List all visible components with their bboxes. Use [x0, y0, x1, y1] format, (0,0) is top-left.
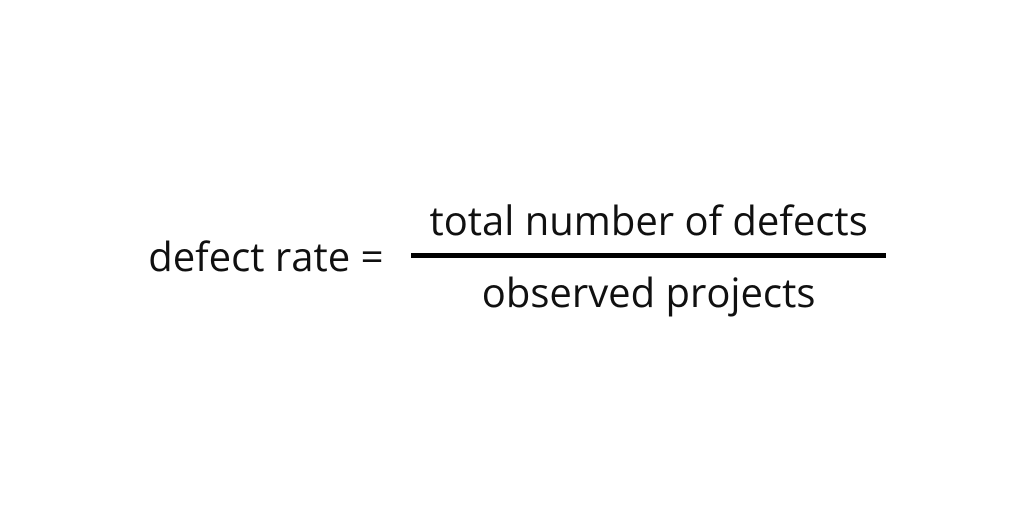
equation: defect rate = total number of defects ob…: [148, 186, 886, 325]
fraction-denominator: observed projects: [464, 258, 834, 325]
fraction: total number of defects observed project…: [411, 186, 885, 325]
fraction-numerator: total number of defects: [411, 186, 885, 253]
formula-container: defect rate = total number of defects ob…: [0, 0, 1034, 511]
equation-lhs: defect rate =: [148, 228, 383, 283]
